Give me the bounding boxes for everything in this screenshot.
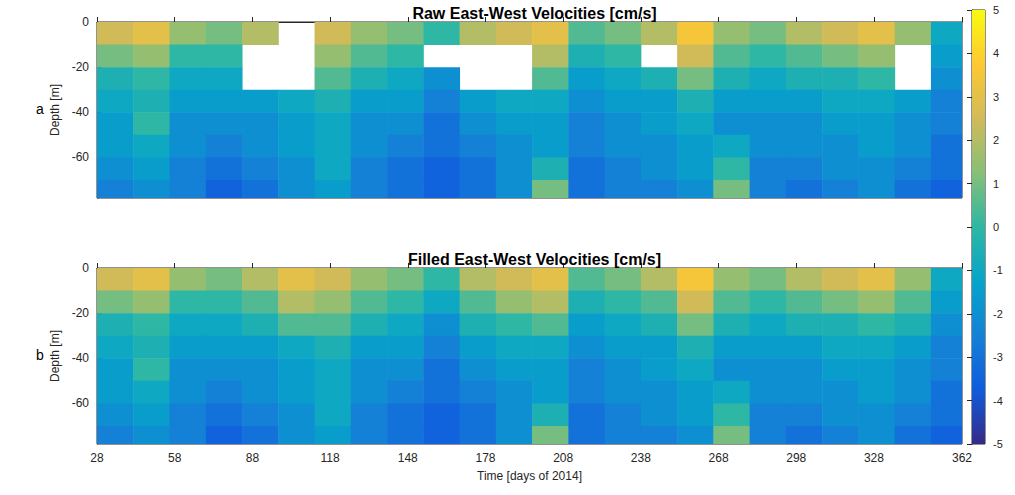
svg-text:-60: -60: [72, 150, 90, 164]
svg-text:88: 88: [246, 451, 260, 465]
svg-text:238: 238: [631, 451, 651, 465]
svg-text:1: 1: [993, 178, 999, 190]
svg-text:-2: -2: [993, 308, 1003, 320]
svg-text:0: 0: [82, 261, 89, 275]
svg-text:-60: -60: [72, 396, 90, 410]
svg-text:-5: -5: [993, 438, 1003, 450]
svg-text:3: 3: [993, 91, 999, 103]
svg-text:28: 28: [90, 451, 104, 465]
svg-text:b: b: [36, 347, 44, 363]
svg-text:4: 4: [993, 47, 999, 59]
svg-text:-20: -20: [72, 306, 90, 320]
svg-text:178: 178: [475, 451, 495, 465]
svg-text:Filled East-West Velocities [c: Filled East-West Velocities [cm/s]: [408, 251, 661, 268]
svg-text:-1: -1: [993, 264, 1003, 276]
svg-text:-4: -4: [993, 395, 1003, 407]
svg-text:Raw East-West Velocities [cm/s: Raw East-West Velocities [cm/s]: [412, 5, 656, 22]
svg-text:Time [days of 2014]: Time [days of 2014]: [477, 469, 582, 483]
svg-text:0: 0: [993, 221, 999, 233]
svg-text:268: 268: [709, 451, 729, 465]
svg-text:118: 118: [321, 451, 340, 465]
svg-text:a: a: [36, 101, 44, 117]
svg-text:328: 328: [864, 451, 884, 465]
svg-text:208: 208: [553, 451, 573, 465]
svg-text:Depth [m]: Depth [m]: [48, 84, 62, 136]
svg-text:298: 298: [786, 451, 806, 465]
svg-text:0: 0: [82, 15, 89, 29]
svg-text:5: 5: [993, 4, 999, 16]
svg-text:-3: -3: [993, 351, 1003, 363]
svg-text:2: 2: [993, 134, 999, 146]
svg-text:362: 362: [952, 451, 972, 465]
svg-text:Depth [m]: Depth [m]: [48, 330, 62, 382]
svg-text:-40: -40: [72, 105, 90, 119]
svg-text:-20: -20: [72, 60, 90, 74]
svg-text:148: 148: [398, 451, 418, 465]
svg-text:58: 58: [168, 451, 182, 465]
svg-text:-40: -40: [72, 351, 90, 365]
